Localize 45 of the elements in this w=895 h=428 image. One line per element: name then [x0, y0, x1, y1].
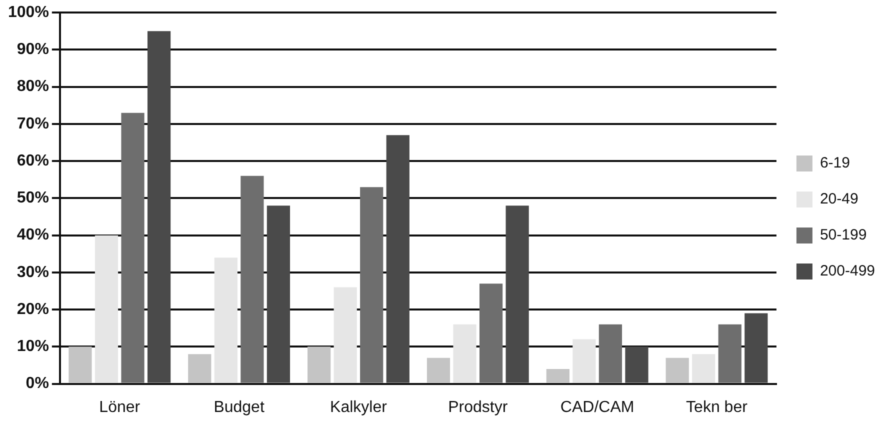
bar	[692, 354, 716, 383]
y-tick-label: 70%	[16, 115, 49, 132]
legend-label: 50-199	[820, 226, 867, 244]
bar	[360, 187, 384, 383]
bar	[94, 235, 118, 383]
x-tick-label: Kalkyler	[330, 398, 388, 416]
bar	[718, 324, 742, 383]
y-tick-label: 90%	[16, 41, 49, 58]
y-tick-label: 60%	[16, 152, 49, 170]
bar	[214, 258, 238, 383]
bar	[598, 324, 622, 383]
bar	[68, 346, 92, 383]
bar	[121, 112, 144, 383]
bar	[266, 206, 290, 383]
bar	[426, 358, 450, 383]
x-tick-label: CAD/CAM	[560, 398, 634, 416]
y-tick-label: 80%	[16, 78, 49, 96]
bar	[479, 284, 503, 383]
x-tick-label: Prodstyr	[448, 398, 508, 416]
legend-label: 20-49	[820, 190, 858, 208]
y-tick-label: 40%	[16, 226, 49, 244]
bar	[546, 368, 570, 383]
bar	[453, 324, 476, 383]
bar	[386, 135, 410, 383]
bar	[308, 346, 331, 383]
legend-label: 6-19	[820, 154, 850, 172]
bar	[666, 358, 689, 383]
bar	[506, 206, 529, 383]
bar	[188, 354, 212, 383]
bar	[334, 287, 357, 383]
bar	[147, 31, 171, 383]
bar	[572, 339, 596, 383]
legend-label: 200-499	[820, 262, 876, 280]
bar	[625, 346, 648, 383]
y-tick-label: 0%	[26, 375, 49, 392]
bar	[240, 176, 264, 383]
bar	[744, 313, 768, 383]
y-tick-label: 30%	[16, 264, 49, 281]
y-tick-label: 50%	[16, 190, 49, 207]
y-tick-label: 20%	[16, 300, 49, 318]
x-tick-label: Tekn ber	[686, 398, 748, 416]
x-tick-label: Löner	[99, 398, 141, 416]
x-tick-label: Budget	[214, 398, 265, 416]
y-tick-label: 10%	[16, 338, 49, 356]
y-tick-label: 100%	[8, 4, 49, 22]
